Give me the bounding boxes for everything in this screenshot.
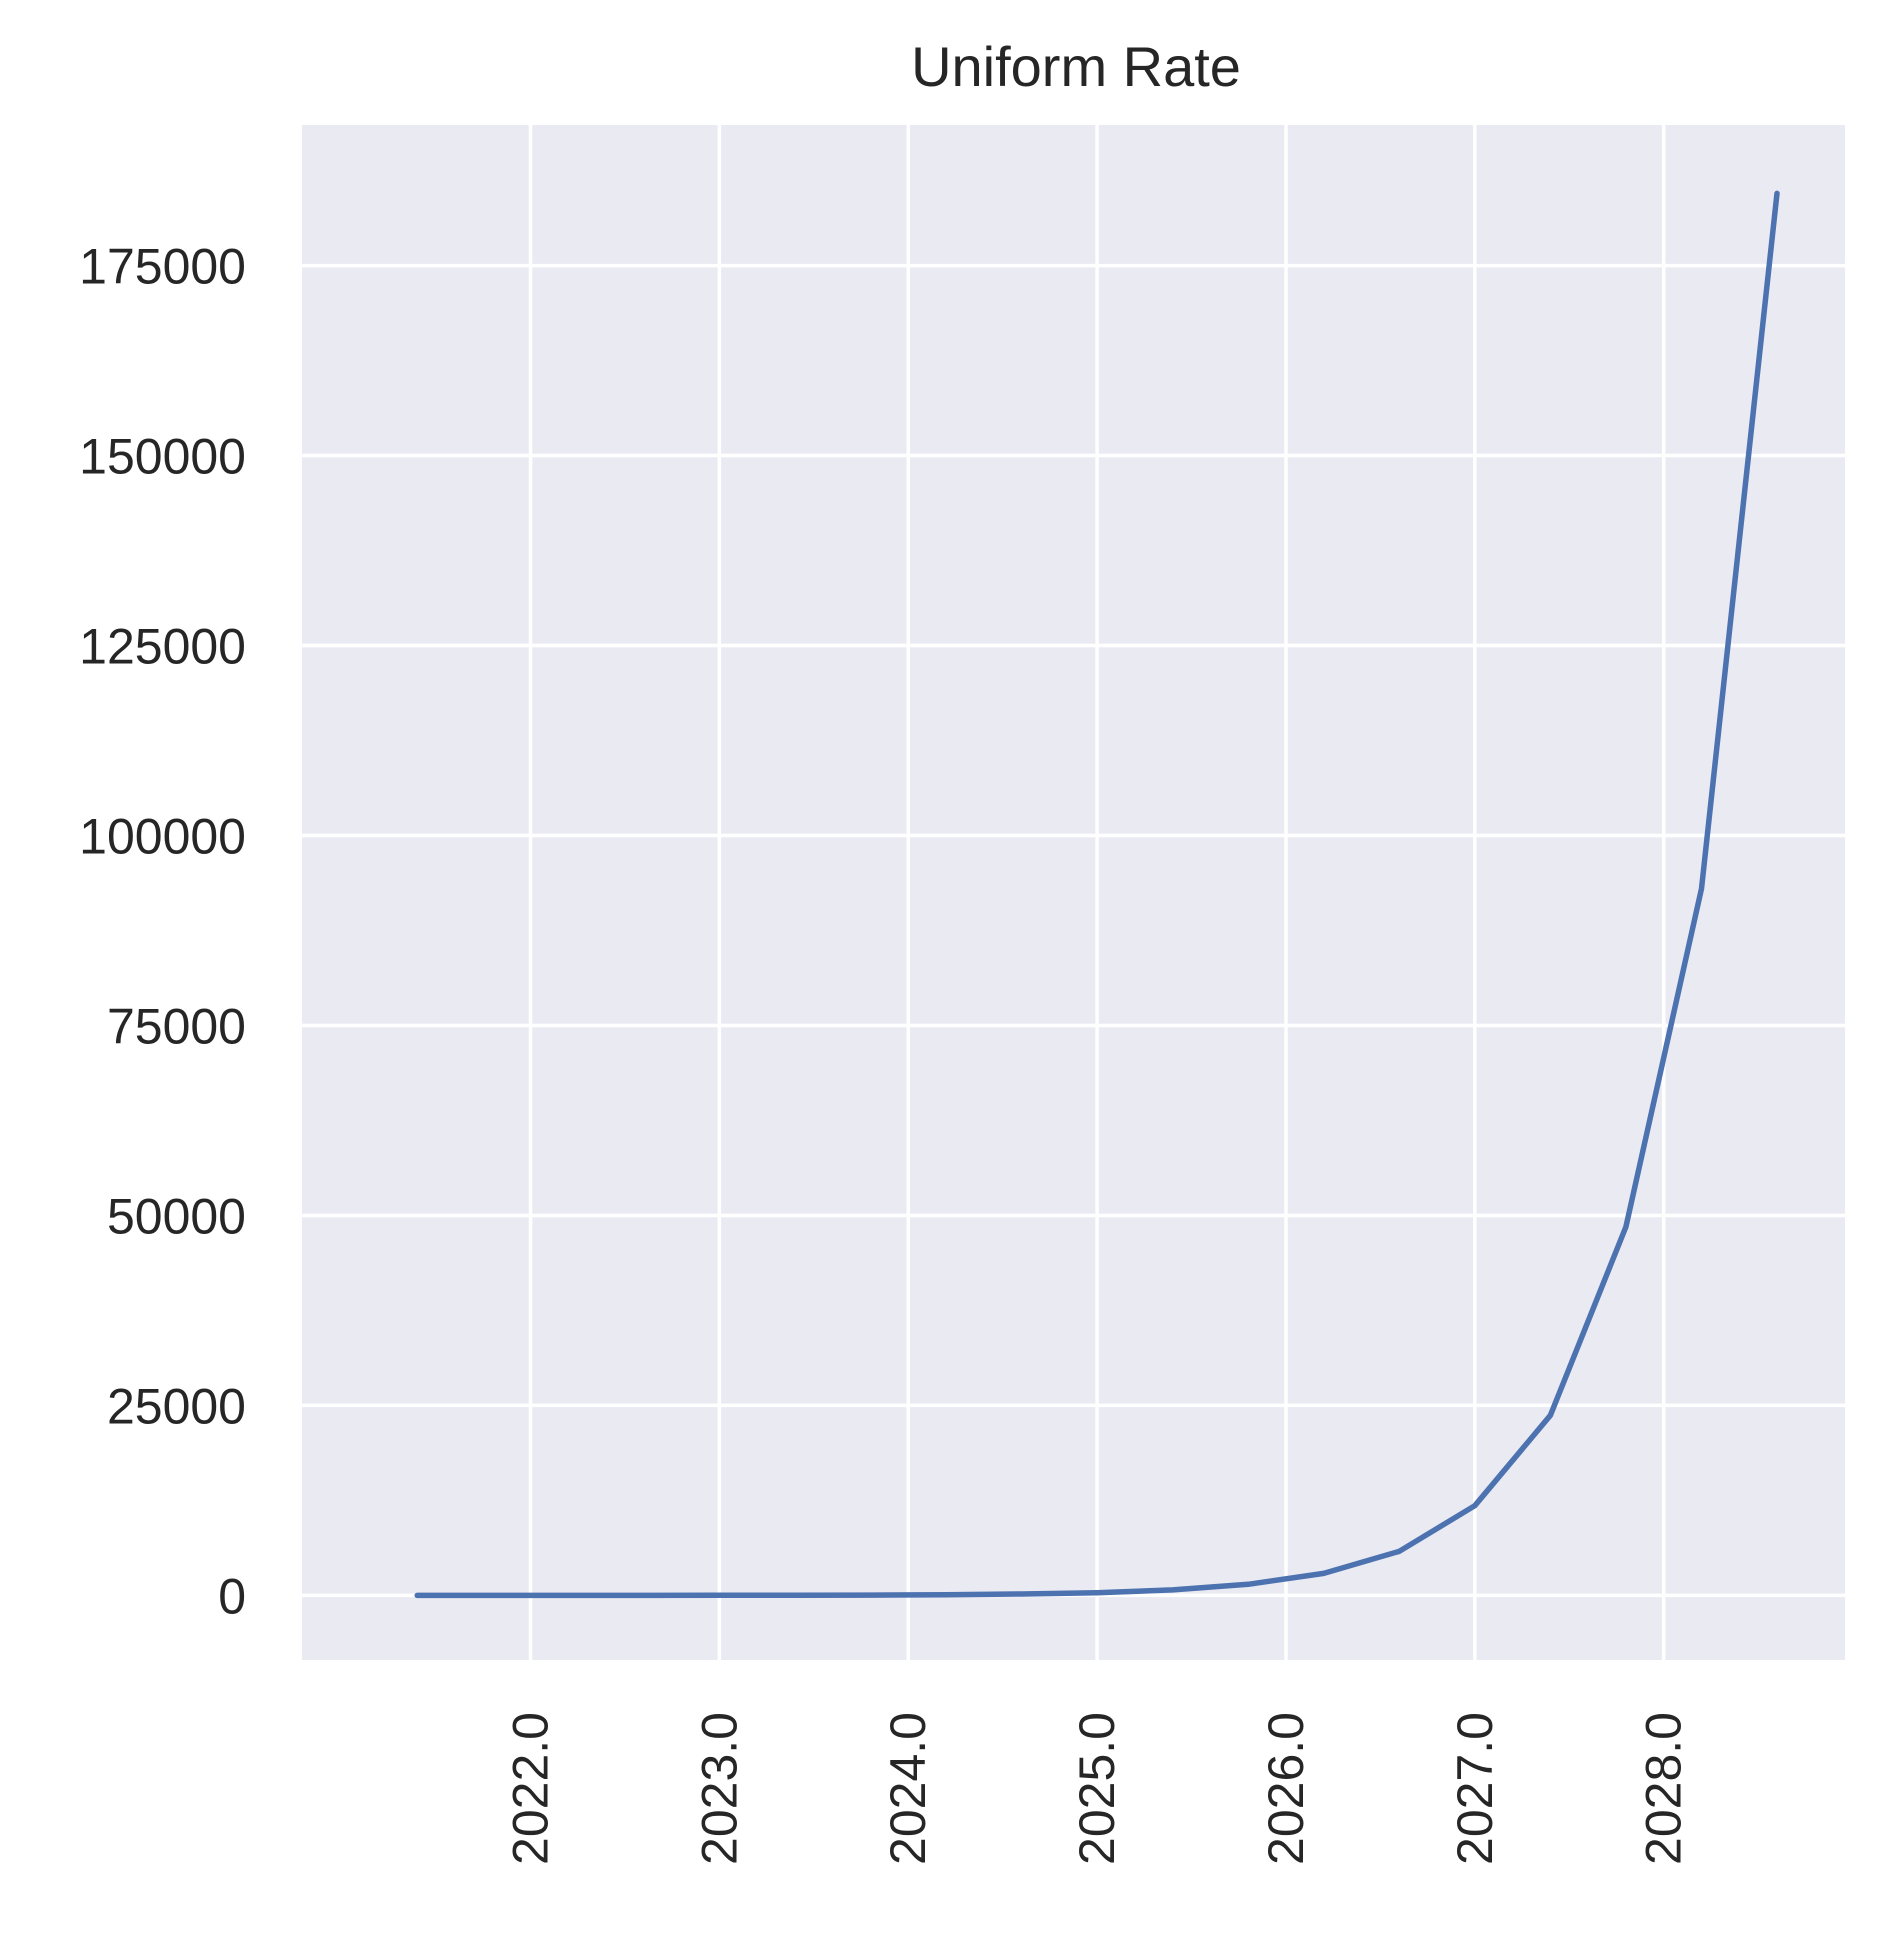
x-tick-label: 2028.0: [1636, 1712, 1692, 1865]
data-point: [1548, 1413, 1553, 1418]
y-tick-label: 75000: [107, 998, 246, 1054]
y-tick-label: 175000: [79, 239, 246, 295]
data-point: [792, 1593, 797, 1598]
x-tick-label: 2027.0: [1447, 1712, 1503, 1865]
series-line: [414, 190, 1780, 1599]
chart-title: Uniform Rate: [911, 35, 1241, 98]
data-point: [1095, 1590, 1100, 1595]
data-point: [566, 1593, 571, 1598]
y-tick-label: 150000: [79, 429, 246, 485]
data-point: [717, 1593, 722, 1598]
x-tick-label: 2024.0: [880, 1712, 936, 1865]
y-tick-label: 125000: [79, 619, 246, 675]
y-tick-label: 0: [218, 1568, 246, 1624]
data-point: [1170, 1587, 1175, 1592]
data-point: [1775, 191, 1780, 196]
data-point: [415, 1593, 420, 1598]
data-point: [641, 1593, 646, 1598]
data-point: [1246, 1582, 1251, 1587]
x-tick-label: 2022.0: [503, 1712, 559, 1865]
data-point: [868, 1593, 873, 1598]
data-point: [1472, 1503, 1477, 1508]
x-tick-label: 2025.0: [1069, 1712, 1125, 1865]
data-point: [1321, 1571, 1326, 1576]
data-point: [490, 1593, 495, 1598]
data-point: [944, 1592, 949, 1597]
data-point: [1019, 1592, 1024, 1597]
y-tick-label: 50000: [107, 1188, 246, 1244]
data-point: [1699, 886, 1704, 891]
data-point: [1623, 1224, 1628, 1229]
x-tick-label: 2023.0: [691, 1712, 747, 1865]
data-point: [1397, 1549, 1402, 1554]
y-tick-label: 100000: [79, 809, 246, 865]
x-tick-label: 2026.0: [1258, 1712, 1314, 1865]
y-tick-label: 25000: [107, 1378, 246, 1434]
plot-area: [302, 125, 1845, 1660]
